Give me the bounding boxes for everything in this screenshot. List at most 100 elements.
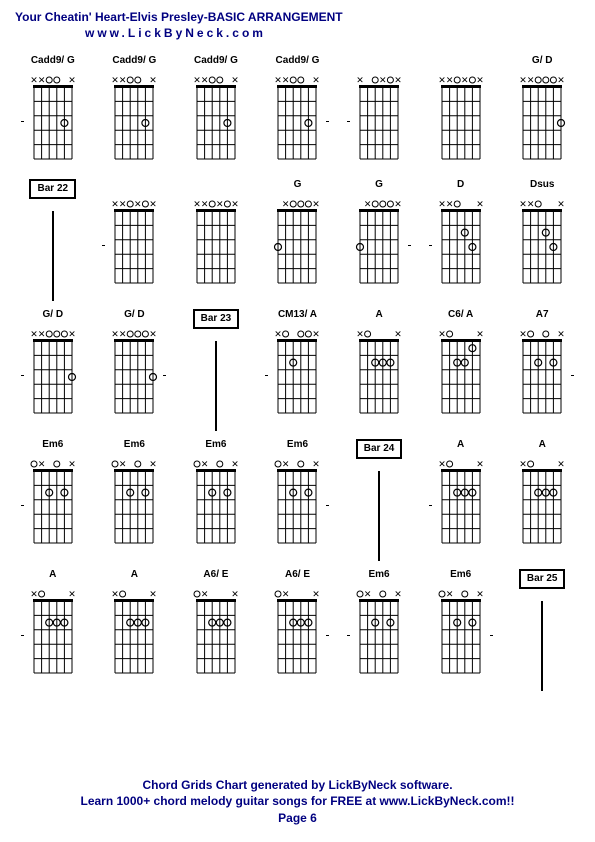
svg-text:✕: ✕ <box>445 589 453 599</box>
svg-text:✕: ✕ <box>282 199 290 209</box>
svg-text:✕: ✕ <box>201 75 209 85</box>
chord-fretboard: ✕✕ <box>107 585 161 685</box>
svg-text:✕: ✕ <box>379 75 387 85</box>
svg-text:✕: ✕ <box>150 199 158 209</box>
chord-fretboard: ✕✕ <box>26 455 80 555</box>
svg-text:✕: ✕ <box>231 75 239 85</box>
svg-text:✕: ✕ <box>476 199 484 209</box>
bar-marker: Bar 24 <box>341 439 417 561</box>
chord-name-label: Em6 <box>287 439 308 453</box>
chord-fretboard: ✕✕ <box>434 455 488 555</box>
svg-text:✕: ✕ <box>119 75 127 85</box>
svg-text:✕: ✕ <box>313 329 321 339</box>
page-footer: Chord Grids Chart generated by LickByNec… <box>0 777 595 827</box>
group-dash-right <box>163 375 166 376</box>
page-title: Your Cheatin' Heart-Elvis Presley-BASIC … <box>15 10 580 24</box>
svg-text:✕: ✕ <box>150 329 158 339</box>
svg-text:✕: ✕ <box>30 329 38 339</box>
svg-text:✕: ✕ <box>394 589 402 599</box>
chord-fretboard: ✕✕ <box>189 585 243 685</box>
svg-text:✕: ✕ <box>112 199 120 209</box>
chord-diagram: A✕✕ <box>423 439 499 561</box>
chord-diagram: A✕✕ <box>97 569 173 691</box>
group-dash-left <box>429 505 432 506</box>
svg-text:✕: ✕ <box>313 75 321 85</box>
chord-name-label: G/ D <box>124 309 145 323</box>
svg-text:✕: ✕ <box>313 199 321 209</box>
svg-text:✕: ✕ <box>476 329 484 339</box>
svg-text:✕: ✕ <box>231 459 239 469</box>
group-dash-left <box>347 121 350 122</box>
bar-marker: Bar 23 <box>178 309 254 431</box>
bar-marker: Bar 22 <box>15 179 91 301</box>
svg-text:✕: ✕ <box>201 459 209 469</box>
chord-name-label: CM13/ A <box>278 309 317 323</box>
chord-name-label: G/ D <box>532 55 553 69</box>
svg-text:✕: ✕ <box>134 199 142 209</box>
svg-text:✕: ✕ <box>275 329 283 339</box>
footer-line-2: Learn 1000+ chord melody guitar songs fo… <box>0 793 595 810</box>
svg-text:✕: ✕ <box>557 459 565 469</box>
chord-fretboard: ✕✕ <box>26 585 80 685</box>
chord-chart-page: Your Cheatin' Heart-Elvis Presley-BASIC … <box>0 0 595 842</box>
group-dash-right <box>408 245 411 246</box>
chord-diagram: ✕✕✕✕ <box>97 179 173 301</box>
group-dash-left <box>21 121 24 122</box>
chord-diagram: Cadd9/ G✕✕✕ <box>178 55 254 171</box>
svg-text:✕: ✕ <box>38 75 46 85</box>
svg-text:✕: ✕ <box>68 75 76 85</box>
chord-fretboard: ✕✕✕ <box>26 71 80 171</box>
chord-diagram: A✕✕ <box>504 439 580 561</box>
chord-name-label: Em6 <box>369 569 390 583</box>
chord-diagram: Cadd9/ G✕✕✕ <box>260 55 336 171</box>
chord-name-label: A6/ E <box>203 569 228 583</box>
group-dash-left <box>429 245 432 246</box>
chord-name-label: Dsus <box>530 179 554 193</box>
chord-fretboard: ✕✕ <box>270 585 324 685</box>
chord-diagram: G/ D✕✕✕ <box>15 309 91 431</box>
svg-text:✕: ✕ <box>150 459 158 469</box>
chord-name-label: A7 <box>536 309 549 323</box>
chord-diagram: Em6✕✕ <box>341 569 417 691</box>
chord-diagram: G✕✕ <box>341 179 417 301</box>
chord-name-label: Em6 <box>124 439 145 453</box>
svg-text:✕: ✕ <box>119 459 127 469</box>
svg-text:✕: ✕ <box>438 75 446 85</box>
chord-diagram: ✕✕✕✕ <box>423 55 499 171</box>
svg-text:✕: ✕ <box>476 75 484 85</box>
chord-fretboard: ✕✕ <box>107 455 161 555</box>
chord-diagram: ✕✕✕✕ <box>178 179 254 301</box>
svg-text:✕: ✕ <box>519 75 527 85</box>
group-dash-left <box>102 245 105 246</box>
chord-name-label: A <box>375 309 382 323</box>
group-dash-right <box>326 505 329 506</box>
chord-diagram: A6/ E✕✕ <box>260 569 336 691</box>
svg-text:✕: ✕ <box>438 459 446 469</box>
chord-diagram: G/ D✕✕✕ <box>97 309 173 431</box>
chord-diagram: G/ D✕✕✕ <box>504 55 580 171</box>
chord-name-label: A <box>539 439 546 453</box>
chord-diagram: ✕✕✕ <box>341 55 417 171</box>
chord-fretboard: ✕✕✕ <box>270 71 324 171</box>
svg-text:✕: ✕ <box>282 75 290 85</box>
chord-diagram: Em6✕✕ <box>423 569 499 691</box>
svg-text:✕: ✕ <box>557 75 565 85</box>
group-dash-right <box>571 375 574 376</box>
chord-fretboard: ✕✕ <box>434 325 488 425</box>
chord-fretboard: ✕✕✕✕ <box>189 195 243 295</box>
chord-name-label: Cadd9/ G <box>276 55 320 69</box>
chord-name-label: Em6 <box>450 569 471 583</box>
svg-text:✕: ✕ <box>445 75 453 85</box>
svg-text:✕: ✕ <box>38 459 46 469</box>
svg-text:✕: ✕ <box>38 329 46 339</box>
chord-diagram: Em6✕✕ <box>260 439 336 561</box>
chord-diagram: Dsus✕✕✕ <box>504 179 580 301</box>
svg-text:✕: ✕ <box>364 199 372 209</box>
svg-text:✕: ✕ <box>68 459 76 469</box>
chord-diagram: C6/ A✕✕ <box>423 309 499 431</box>
group-dash-left <box>21 375 24 376</box>
svg-text:✕: ✕ <box>557 329 565 339</box>
svg-text:✕: ✕ <box>356 329 364 339</box>
chord-fretboard: ✕✕✕ <box>434 195 488 295</box>
svg-text:✕: ✕ <box>193 199 201 209</box>
